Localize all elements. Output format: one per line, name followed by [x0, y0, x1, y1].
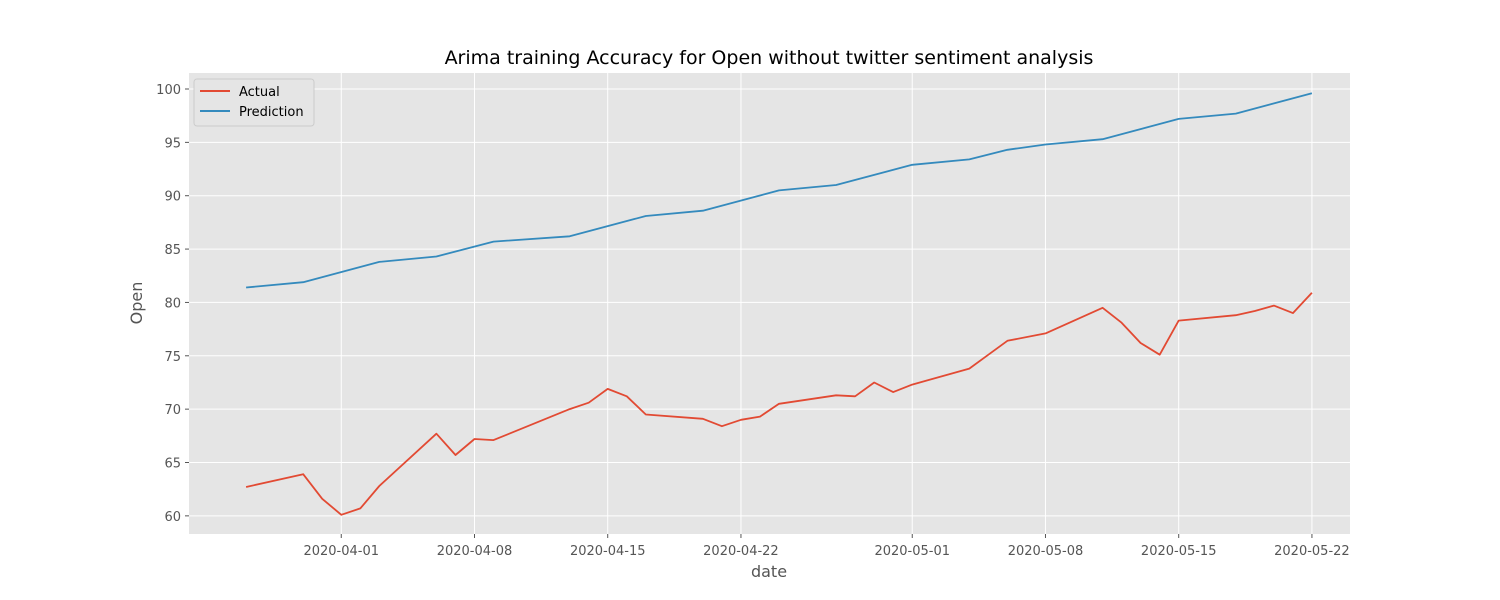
- x-tick-label: 2020-04-15: [570, 544, 646, 559]
- y-tick-label: 70: [164, 403, 181, 418]
- legend-label-actual: Actual: [239, 85, 280, 100]
- x-axis-ticks: 2020-04-01 2020-04-08 2020-04-15 2020-04-22…: [303, 534, 1350, 559]
- y-axis-label: Open: [127, 282, 146, 325]
- series-line-prediction: [246, 92, 1313, 289]
- legend-label-prediction: Prediction: [239, 105, 304, 120]
- x-tick-label: 2020-04-01: [303, 544, 379, 559]
- y-tick-label: 80: [164, 296, 181, 311]
- series-lines: [245, 92, 1313, 516]
- y-tick-label: 85: [164, 243, 181, 258]
- x-tick-label: 2020-05-22: [1274, 544, 1350, 559]
- series-line-actual: [245, 292, 1313, 516]
- y-tick-label: 60: [164, 510, 181, 525]
- y-tick-label: 100: [156, 83, 181, 98]
- y-tick-label: 65: [164, 457, 181, 472]
- y-tick-label: 90: [164, 190, 181, 205]
- x-tick-label: 2020-05-08: [1008, 544, 1084, 559]
- y-tick-label: 95: [164, 136, 181, 151]
- plot-area: [189, 73, 1350, 534]
- y-tick-label: 75: [164, 350, 181, 365]
- x-tick-label: 2020-04-22: [703, 544, 779, 559]
- y-axis-ticks: 60 65 70 75 80 85 90 95 100: [156, 83, 189, 525]
- chart-title: Arima training Accuracy for Open without…: [445, 47, 1094, 69]
- x-axis-label: date: [751, 562, 787, 581]
- x-tick-label: 2020-05-01: [874, 544, 950, 559]
- x-tick-label: 2020-04-08: [437, 544, 513, 559]
- x-tick-label: 2020-05-15: [1141, 544, 1217, 559]
- legend: Actual Prediction: [193, 78, 315, 127]
